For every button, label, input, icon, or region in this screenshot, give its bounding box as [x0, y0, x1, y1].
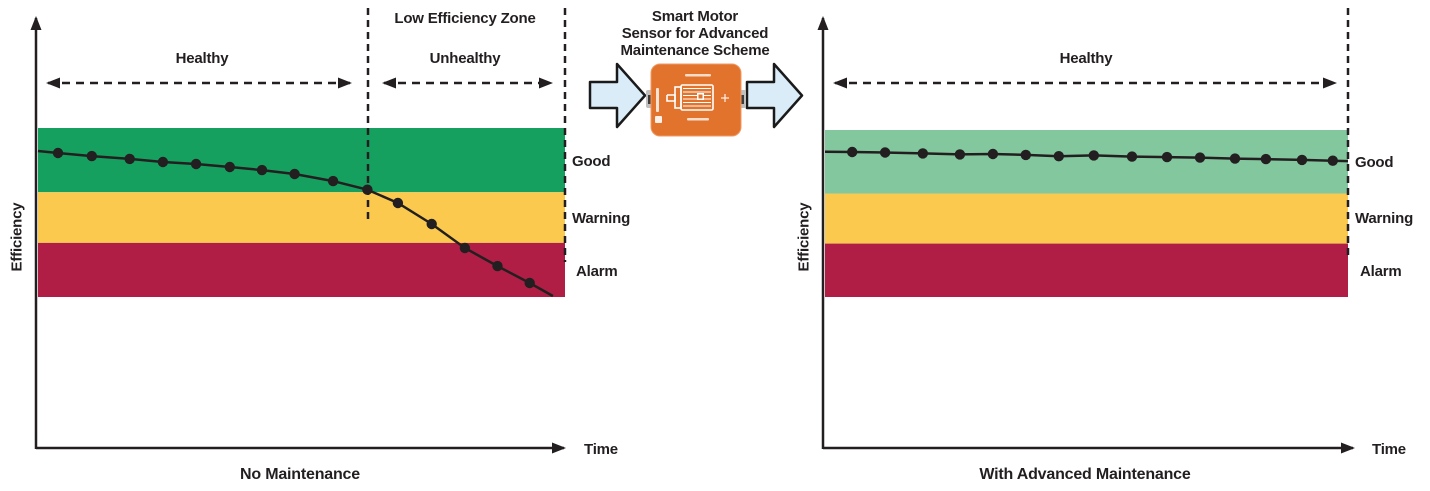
data-point: [847, 146, 858, 158]
band-alarm: [825, 243, 1348, 297]
flow-arrow-left-icon: [588, 62, 647, 129]
healthy-zone-label-left: Healthy: [175, 50, 229, 67]
sensor-title: Smart Motor Sensor for Advanced Maintena…: [595, 8, 795, 59]
data-point: [879, 147, 891, 158]
sensor-body: [650, 63, 742, 137]
data-point: [426, 218, 437, 230]
band-good: [38, 128, 565, 193]
sensor-title-line-1: Smart Motor: [651, 8, 739, 25]
data-point: [86, 150, 98, 162]
band-warning: [825, 193, 1348, 244]
data-point: [524, 277, 535, 289]
data-point: [157, 156, 169, 168]
warning-band-label-left: Warning: [572, 210, 631, 227]
smart-motor-sensor-icon: [646, 63, 746, 137]
plus-mark-icon: [721, 94, 729, 102]
flow-arrow-right-icon: [745, 62, 804, 129]
warning-band-label-right: Warning: [1355, 210, 1414, 227]
data-point: [987, 148, 999, 160]
data-point: [327, 175, 339, 187]
unhealthy-zone-label: Unhealthy: [429, 50, 501, 67]
axes-and-zone-lines: [30, 8, 567, 454]
data-point: [124, 153, 135, 165]
data-point: [256, 164, 268, 176]
data-point: [1296, 154, 1308, 166]
data-point: [1260, 153, 1272, 165]
band-warning: [38, 192, 565, 243]
x-axis-label-right: Time: [1372, 441, 1406, 458]
data-point: [1161, 151, 1173, 163]
sensor-micro-text: [655, 74, 711, 123]
alarm-band-label-right: Alarm: [1360, 263, 1402, 280]
x-axis-label-left: Time: [584, 441, 618, 458]
data-point: [1020, 149, 1031, 161]
motor-icon: [666, 84, 714, 111]
efficiency-curve-group: [824, 146, 1349, 166]
data-point: [190, 158, 202, 170]
band-alarm: [38, 242, 565, 297]
caption-no-maintenance: No Maintenance: [240, 466, 360, 483]
caption-with-advanced-maintenance: With Advanced Maintenance: [979, 466, 1191, 483]
data-point: [954, 149, 966, 160]
data-point: [1194, 152, 1206, 163]
healthy-zone-label-right: Healthy: [1059, 50, 1113, 67]
y-axis-label-right: Efficiency: [795, 202, 813, 272]
data-point: [362, 184, 373, 195]
low-efficiency-zone-label: Low Efficiency Zone: [394, 10, 536, 27]
data-point: [1327, 155, 1338, 166]
data-point: [392, 197, 404, 209]
data-point: [1088, 150, 1099, 161]
y-axis-label-left: Efficiency: [8, 202, 26, 272]
sensor-flow-graphic: [588, 62, 804, 137]
motor-indicator-inner: [698, 94, 703, 99]
data-point: [459, 242, 471, 254]
data-point: [492, 260, 503, 272]
with-maintenance-chart: [817, 8, 1355, 454]
sensor-title-line-3: Maintenance Scheme: [620, 42, 770, 59]
data-point: [1053, 151, 1064, 162]
data-point: [52, 147, 64, 159]
axes-and-zone-lines: [817, 8, 1355, 454]
data-point: [1126, 151, 1138, 162]
data-point: [917, 148, 928, 159]
alarm-band-label-left: Alarm: [576, 263, 618, 280]
sensor-title-line-2: Sensor for Advanced: [621, 25, 769, 42]
efficiency-bands: [825, 130, 1348, 297]
data-point: [1229, 153, 1241, 164]
band-good: [825, 130, 1348, 194]
good-band-label-right: Good: [1355, 154, 1394, 171]
efficiency-curve-group: [37, 147, 554, 298]
good-band-label-left: Good: [572, 153, 611, 170]
data-point: [224, 161, 235, 173]
no-maintenance-chart: [30, 8, 567, 454]
efficiency-bands: [38, 128, 565, 297]
data-point: [289, 168, 300, 180]
